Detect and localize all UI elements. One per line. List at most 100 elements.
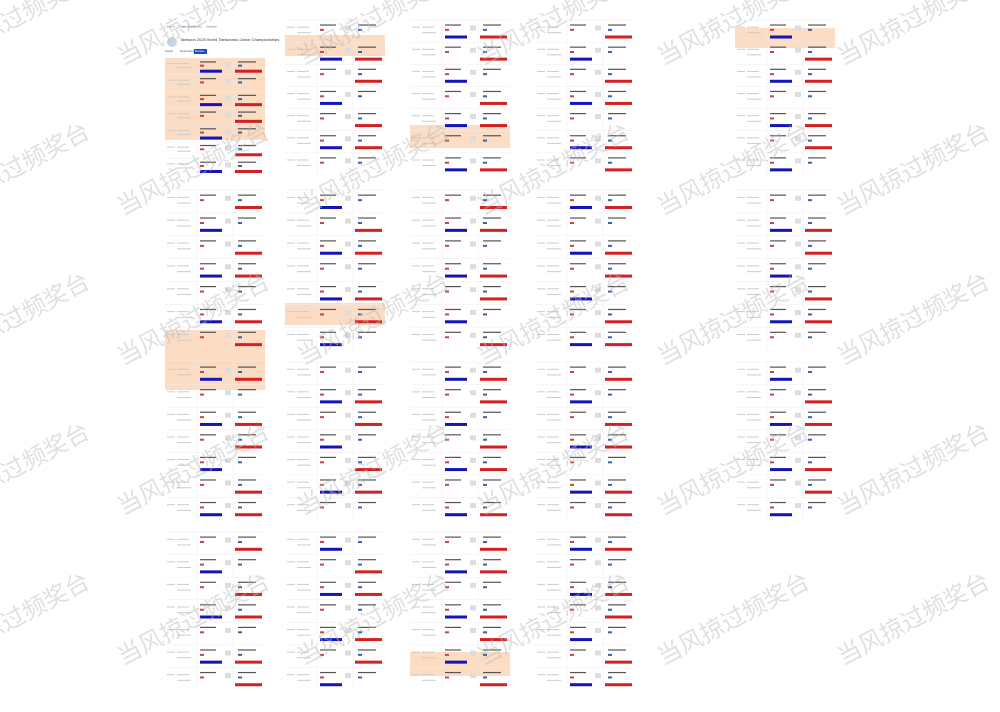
meta-text [422,651,434,653]
flag [483,290,487,293]
flag [320,586,324,589]
athlete-name [320,536,336,538]
nav-tab[interactable]: Draw Sheets [180,25,196,29]
athlete-name [320,501,336,504]
meta-text [297,265,309,267]
flag [483,653,487,656]
red-corner [235,69,262,73]
flag [770,28,774,31]
flag [445,117,449,120]
meta-text [747,391,759,393]
meta-text [177,629,189,631]
meta-text [547,265,559,267]
meta-text [287,334,295,335]
score-text [345,412,351,418]
meta-text [287,583,295,585]
meta-text [167,129,175,131]
highlight-row [285,303,385,325]
red-corner [480,274,507,278]
athlete-name [238,389,256,391]
athlete-name [608,157,626,159]
meta-text [422,509,436,511]
meta-text [297,316,311,318]
red-corner [605,35,632,39]
meta-text [167,583,175,585]
meta-text [287,459,295,461]
meta-text [737,26,745,28]
flag [808,95,812,98]
nav-tab[interactable]: Schedule [206,25,217,29]
score-text [470,195,476,201]
red-corner [805,124,832,128]
sub-tab[interactable]: Medal Standings [180,50,199,53]
flag [358,95,362,98]
score-text [225,310,231,315]
meta-text [537,391,545,393]
flag [358,461,362,464]
score-text [595,25,601,31]
highlight-row [285,35,385,56]
meta-text [177,589,191,591]
score-text [225,195,231,201]
meta-text [747,115,759,117]
red-corner [355,400,382,404]
sub-tab[interactable]: Brackets [195,50,205,53]
athlete-name [358,308,376,311]
meta-text [297,115,309,117]
score-text [595,47,601,53]
meta-text [547,538,559,540]
meta-text [297,413,309,415]
meta-text [167,96,175,98]
athlete-name [238,78,256,80]
flag [238,336,242,339]
sub-tab[interactable]: Results [165,50,174,53]
meta-text [547,271,561,273]
meta-text [747,271,761,273]
flag [770,290,774,293]
score-text [470,91,476,97]
red-corner [235,513,262,517]
meta-text [737,196,745,198]
meta-text [177,544,191,546]
red-corner [605,274,632,278]
meta-text [422,634,436,636]
meta-text [547,225,561,227]
meta-text [287,137,295,139]
athlete-name [358,389,376,391]
meta-text [422,674,434,676]
meta-text [167,459,175,461]
score-text [225,162,231,168]
flag [483,336,487,339]
meta-text [297,165,311,167]
athlete-name [200,536,216,538]
red-corner [480,615,507,619]
red-corner [605,206,632,209]
watermarks: 当风掠过频奖台当风掠过频奖台当风掠过频奖台当风掠过频奖台当风掠过频奖台当风掠过频… [0,0,994,671]
red-corner [480,57,507,61]
athlete-name [808,479,826,481]
score-text [225,480,231,486]
flag [608,631,612,634]
score-text [595,287,601,293]
meta-text [177,538,189,540]
athlete-name [770,331,786,333]
nav-tab[interactable]: Events [167,25,176,29]
flag [200,148,204,151]
blue-corner [445,228,467,232]
nav-tab[interactable]: Results [193,25,202,29]
score-text [345,287,351,293]
athlete-name [770,434,786,436]
meta-text [297,26,309,28]
red-corner [235,592,262,596]
meta-text [297,98,311,100]
meta-text [297,657,311,659]
score-text [595,158,601,164]
meta-text [547,391,559,393]
athlete-name [808,46,826,48]
flag [570,393,574,396]
score-text [470,412,476,418]
flag [358,73,362,76]
flag [570,117,574,120]
meta-text [297,48,309,50]
flag [608,393,612,396]
